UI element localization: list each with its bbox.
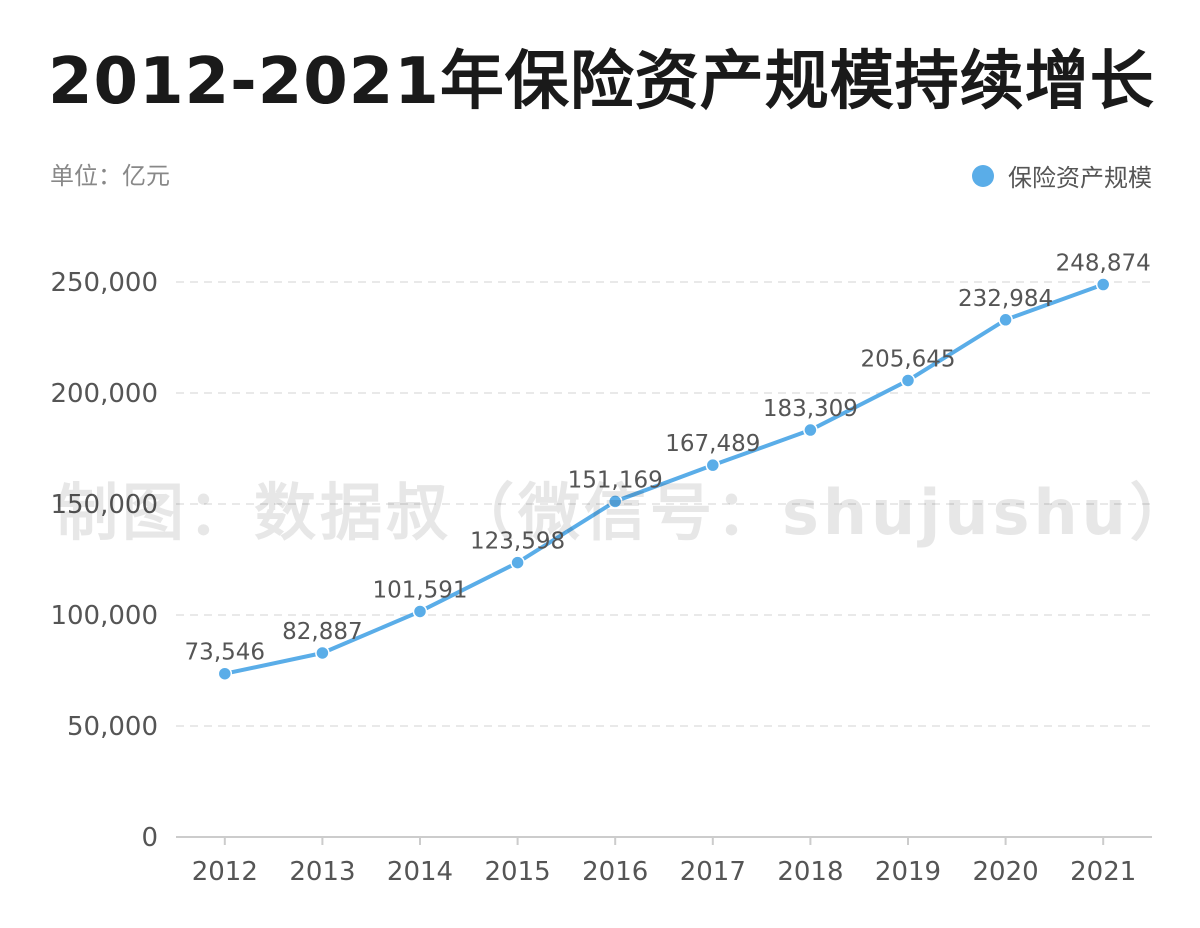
- data-point: [998, 312, 1013, 328]
- data-point: [1095, 277, 1111, 292]
- data-label: 73,546: [185, 640, 265, 666]
- legend: 保险资产规模: [972, 158, 1152, 193]
- data-label: 205,645: [860, 346, 955, 372]
- x-tick-label: 2015: [485, 857, 551, 887]
- y-axis-ticks: 0 50,000 100,000 150,000 200,000 250,000: [50, 268, 158, 853]
- x-axis-ticks: 2012 2013 2014 2015 2016 2017 2018 2019 2020 2021: [192, 837, 1136, 887]
- unit-label: 单位：亿元: [50, 162, 170, 190]
- x-tick-label: 2014: [387, 857, 453, 887]
- data-point: [803, 422, 818, 438]
- data-label: 101,591: [372, 577, 467, 603]
- data-point: [412, 604, 428, 619]
- legend-swatch: [972, 164, 994, 187]
- x-tick-label: 2019: [875, 857, 941, 887]
- x-tick-label: 2013: [289, 857, 355, 887]
- data-label: 82,887: [282, 619, 362, 645]
- legend-label: 保险资产规模: [1008, 164, 1152, 192]
- y-tick-label: 200,000: [50, 379, 158, 409]
- x-tick-label: 2017: [680, 857, 746, 887]
- data-label: 167,489: [665, 431, 760, 457]
- y-tick-label: 150,000: [50, 490, 158, 520]
- y-tick-label: 250,000: [50, 268, 158, 298]
- x-tick-label: 2012: [192, 857, 258, 887]
- series-line-layer: [217, 277, 1111, 681]
- data-label: 248,874: [1056, 250, 1151, 276]
- x-tick-label: 2020: [973, 857, 1039, 887]
- y-tick-label: 50,000: [67, 712, 158, 742]
- data-label: 232,984: [958, 286, 1053, 312]
- data-point: [900, 373, 916, 388]
- grid-lines: [176, 281, 1152, 727]
- x-tick-label: 2016: [582, 857, 648, 887]
- data-point: [705, 457, 721, 473]
- data-point: [510, 555, 525, 570]
- x-tick-label: 2018: [777, 857, 843, 887]
- x-tick-label: 2021: [1070, 857, 1136, 887]
- data-point: [217, 666, 233, 681]
- data-point: [607, 494, 623, 509]
- y-tick-label: 100,000: [50, 601, 158, 631]
- data-label: 183,309: [763, 396, 858, 422]
- data-label: 123,598: [470, 529, 565, 555]
- data-point: [315, 645, 330, 661]
- chart-title: 2012-2021年保险资产规模持续增长: [48, 45, 1155, 119]
- data-label: 151,169: [568, 467, 663, 493]
- y-tick-label: 0: [141, 823, 158, 853]
- series-line: [222, 282, 1106, 676]
